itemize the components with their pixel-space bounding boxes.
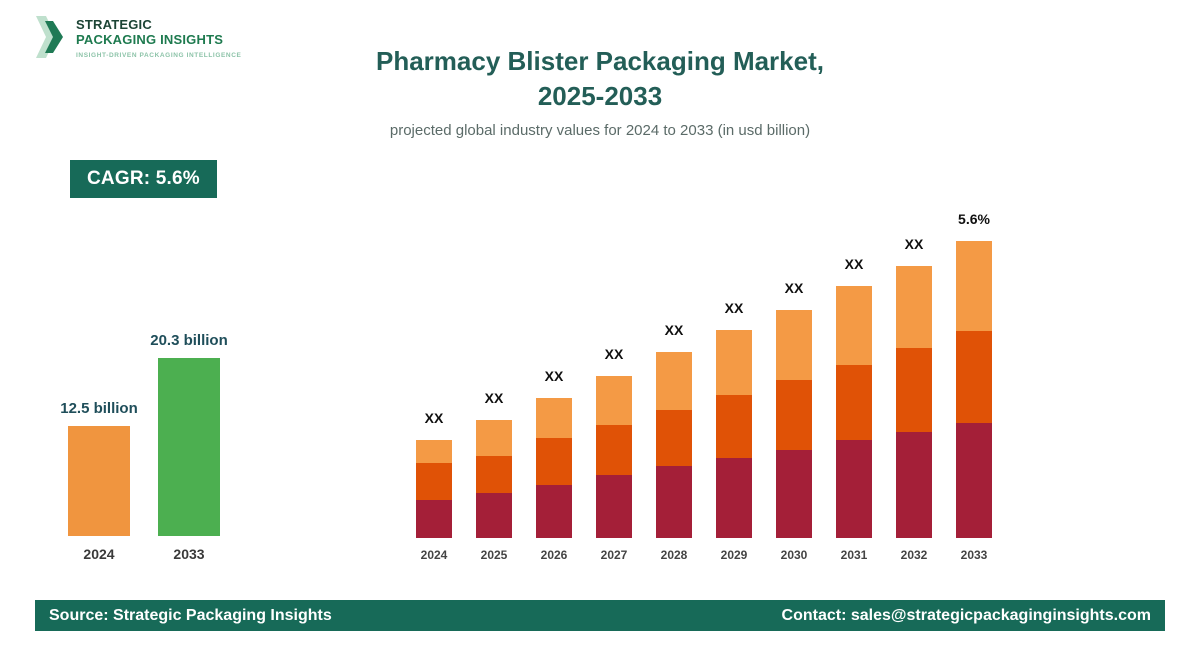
summary-chart-bars: 12.5 billion 2024 20.3 billion 2033 [60,332,228,562]
x-axis-tick-label: 2028 [660,548,688,562]
bar-segment-segment-top [536,398,572,438]
stacked-bar-group: XX 2032 [896,236,932,562]
bar-segment-segment-middle [776,380,812,450]
logo-chevron-icon [36,16,63,58]
x-axis-tick-label: 2026 [540,548,568,562]
x-axis-tick-label: 2025 [480,548,508,562]
brand-logo: STRATEGIC PACKAGING INSIGHTS INSIGHT-DRI… [34,14,241,60]
summary-bar [68,426,130,536]
bar-segment-segment-bottom [656,466,692,538]
x-axis-tick-label: 2024 [83,546,115,562]
bar-top-label: XX [724,300,744,316]
bar-value-label: 12.5 billion [60,400,138,417]
cagr-badge: CAGR: 5.6% [70,160,217,198]
stacked-chart-bars: XX 2024 XX 2025 XX 2026 XX 2027 XX 2028 XX 2029 XX 20… [416,211,992,562]
bar-top-label: XX [784,280,804,296]
bar-segment-segment-top [956,241,992,331]
bar-segment-segment-bottom [716,458,752,538]
summary-chart: 12.5 billion 2024 20.3 billion 2033 [60,332,228,562]
bar-segment-segment-middle [656,410,692,466]
bar-segment-segment-top [776,310,812,380]
logo-line2: PACKAGING INSIGHTS [76,31,224,47]
bar-segment-segment-middle [416,463,452,500]
bar-segment-segment-top [716,330,752,395]
stacked-bar-group: XX 2028 [656,322,692,562]
bar-value-label: 20.3 billion [150,332,228,349]
summary-bar [158,358,220,536]
bar-top-label: 5.6% [958,211,990,227]
stacked-chart: XX 2024 XX 2025 XX 2026 XX 2027 XX 2028 XX 2029 XX 20… [416,211,992,562]
bar-segment-segment-bottom [896,432,932,538]
chart-header: Pharmacy Blister Packaging Market, 2025-… [0,44,1200,139]
bar-segment-segment-middle [956,331,992,423]
stacked-bar-group: 5.6% 2033 [956,211,992,562]
bar-segment-segment-bottom [416,500,452,538]
bar-top-label: XX [904,236,924,252]
bar-top-label: XX [664,322,684,338]
footer-bar: Source: Strategic Packaging Insights Con… [35,600,1165,631]
bar-segment-segment-top [416,440,452,463]
footer-source: Source: Strategic Packaging Insights [49,606,332,624]
bar-segment-segment-bottom [536,485,572,538]
bar-segment-segment-top [836,286,872,365]
bar-segment-segment-middle [596,425,632,475]
stacked-bar-group: XX 2025 [476,390,512,562]
x-axis-tick-label: 2032 [900,548,928,562]
page-title-line1: Pharmacy Blister Packaging Market, [376,46,824,76]
stacked-bar-group: XX 2031 [836,256,872,562]
page-subtitle: projected global industry values for 202… [389,122,811,140]
bar-segment-segment-middle [716,395,752,458]
bar-segment-segment-bottom [956,423,992,538]
page-title-line2: 2025-2033 [537,81,663,112]
bar-segment-segment-top [596,376,632,425]
bar-top-label: XX [544,368,564,384]
x-axis-tick-label: 2029 [720,548,748,562]
logo-text: STRATEGIC PACKAGING INSIGHTS INSIGHT-DRI… [76,14,241,59]
stacked-bar-group: XX 2027 [596,346,632,562]
x-axis-tick-label: 2027 [600,548,628,562]
logo-tagline: INSIGHT-DRIVEN PACKAGING INTELLIGENCE [76,51,242,59]
logo-line1: STRATEGIC [76,17,152,32]
bar-segment-segment-middle [536,438,572,485]
summary-bar-group: 12.5 billion 2024 [60,400,138,562]
bar-segment-segment-bottom [776,450,812,538]
bar-segment-segment-top [896,266,932,348]
stacked-bar-group: XX 2024 [416,410,452,562]
stacked-bar-group: XX 2029 [716,300,752,562]
stacked-bar-group: XX 2026 [536,368,572,562]
footer-contact: Contact: sales@strategicpackaginginsight… [781,606,1151,624]
x-axis-tick-label: 2024 [420,548,448,562]
bar-segment-segment-middle [896,348,932,432]
bar-segment-segment-middle [836,365,872,440]
summary-bar-group: 20.3 billion 2033 [150,332,228,562]
x-axis-tick-label: 2033 [173,546,205,562]
bar-segment-segment-bottom [836,440,872,538]
bar-top-label: XX [424,410,444,426]
stacked-bar-group: XX 2030 [776,280,812,562]
x-axis-tick-label: 2033 [960,548,988,562]
bar-segment-segment-top [656,352,692,410]
bar-top-label: XX [484,390,504,406]
bar-segment-segment-middle [476,456,512,493]
x-axis-tick-label: 2031 [840,548,868,562]
bar-top-label: XX [604,346,624,362]
bar-segment-segment-bottom [476,493,512,538]
bar-segment-segment-top [476,420,512,456]
bar-top-label: XX [844,256,864,272]
x-axis-tick-label: 2030 [780,548,808,562]
bar-segment-segment-bottom [596,475,632,538]
